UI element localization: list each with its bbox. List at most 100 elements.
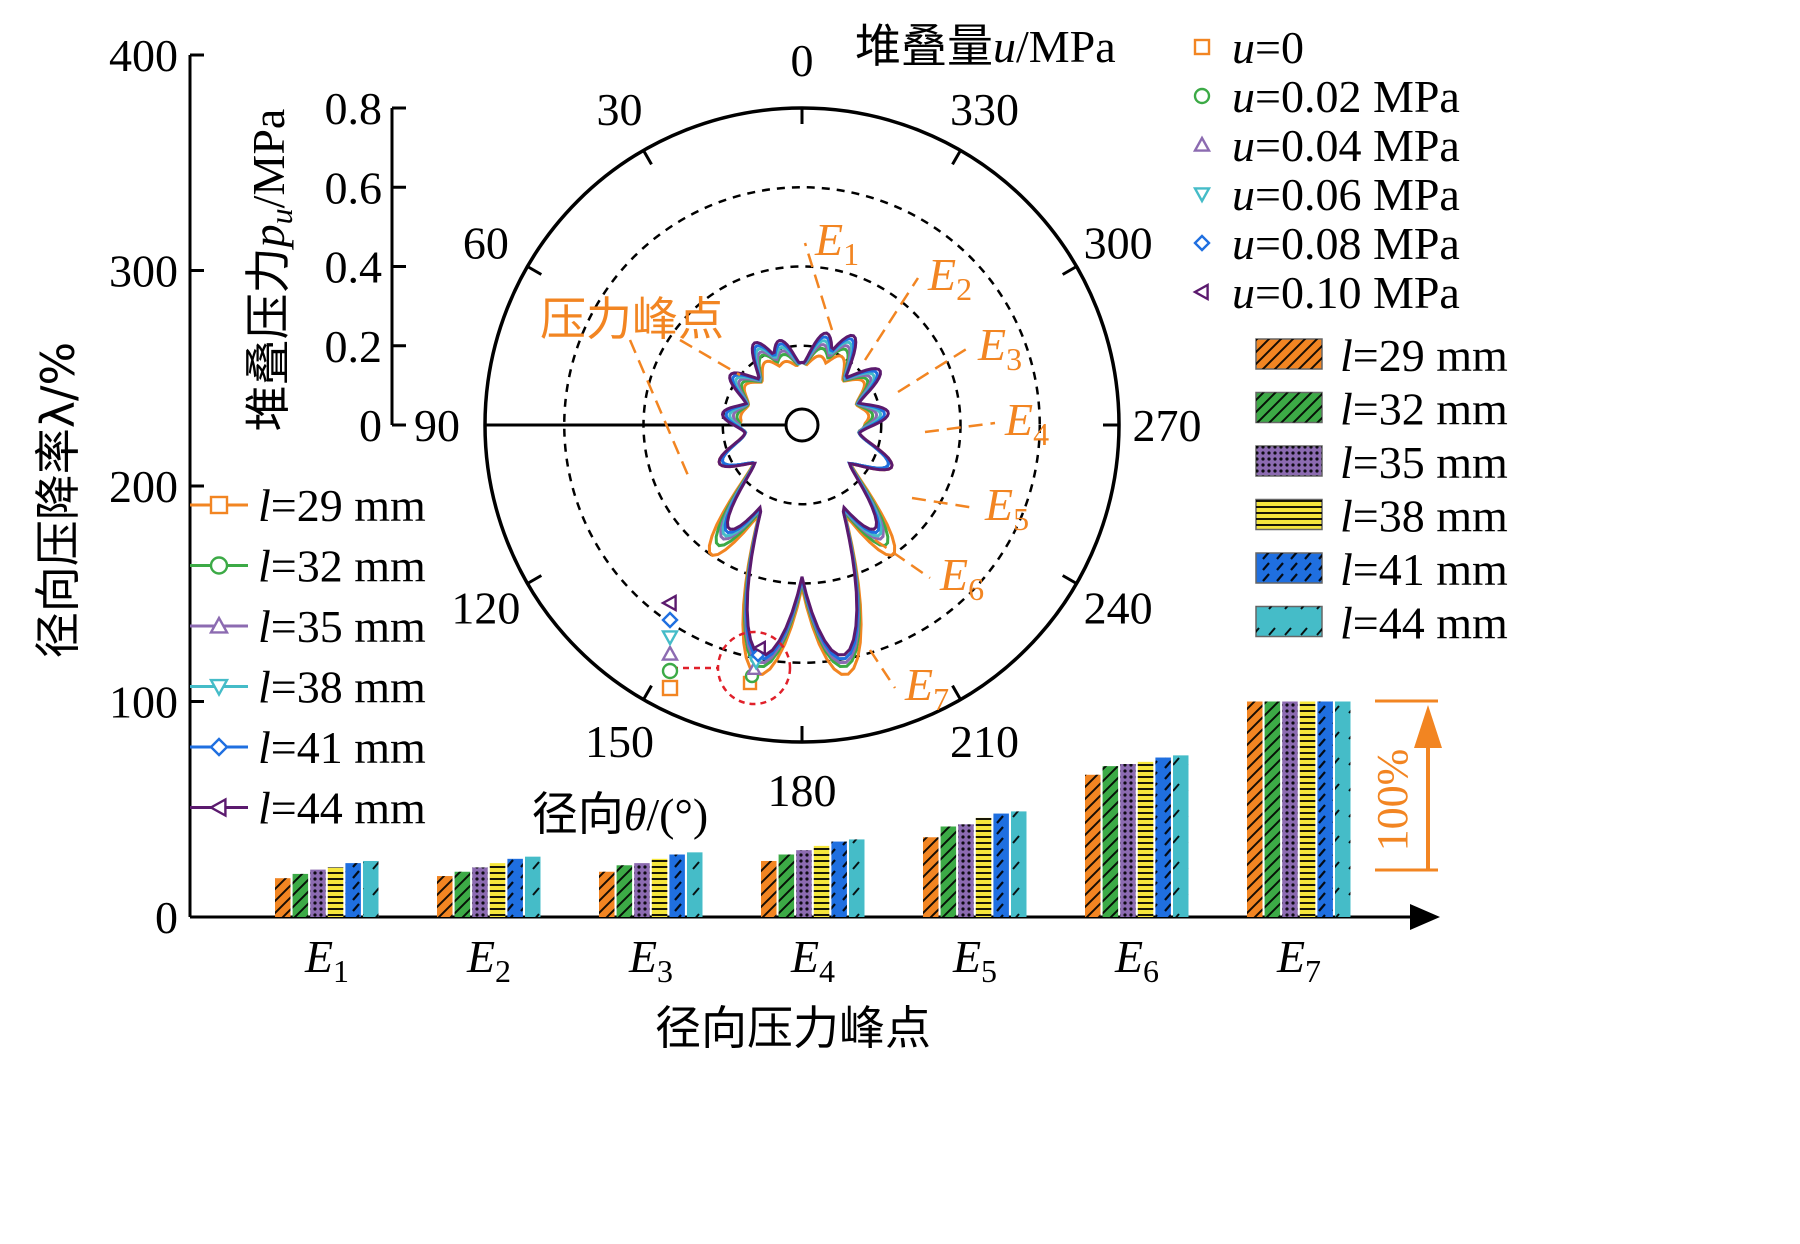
stack-legend-marker — [1193, 87, 1211, 105]
bar-pattern — [292, 873, 309, 917]
legend-swatch-pattern — [1256, 553, 1322, 583]
bar-pattern — [778, 854, 795, 917]
peak-label: E5 — [984, 479, 1029, 537]
stack-legend-marker — [1192, 135, 1212, 152]
peak-marker — [751, 639, 766, 657]
bar-pattern — [958, 824, 974, 917]
angle-tick — [1061, 574, 1078, 585]
radial-axis-label: 堆叠压力pu/MPa — [241, 109, 299, 432]
angle-tick-label: 270 — [1133, 400, 1202, 451]
peak-label: E3 — [977, 319, 1022, 377]
bar-pattern — [275, 878, 291, 917]
bar-pattern — [687, 852, 703, 917]
polar-legend: l=29 mm l=32 mm l=35 mm l=38 mm l=41 mm l=44 … — [190, 480, 426, 834]
legend-label: l=32 mm — [258, 541, 426, 592]
bar-pattern — [363, 860, 379, 917]
annotation-100: 100% — [1368, 699, 1442, 872]
stack-legend-label: u=0.02 MPa — [1232, 71, 1460, 122]
bar-pattern — [993, 813, 1009, 917]
stack-legend-title: 堆叠量u/MPa — [855, 19, 1116, 73]
legend-label: l=32 mm — [1340, 384, 1508, 435]
peak-highlight — [660, 593, 792, 706]
bar-pattern — [634, 863, 650, 917]
angle-tick-label: 180 — [768, 765, 837, 816]
angle-tick — [526, 265, 543, 276]
legend-label: l=44 mm — [258, 783, 426, 834]
legend-label: l=29 mm — [1340, 330, 1508, 381]
stack-legend-label: u=0.04 MPa — [1232, 120, 1460, 171]
legend-label: l=41 mm — [1340, 544, 1508, 595]
bar-pattern — [975, 817, 992, 917]
radial-tick-label: 0.2 — [325, 321, 383, 372]
x-axis-arrow — [1410, 904, 1440, 930]
angle-tick-label: 150 — [585, 716, 654, 767]
radial-tick-label: 0.6 — [325, 162, 383, 213]
peak-leader — [897, 346, 969, 394]
peak-leader — [924, 421, 996, 434]
legend-label: l=44 mm — [1340, 598, 1508, 649]
bar-pattern — [1155, 757, 1171, 917]
radial-tick-label: 0 — [359, 400, 382, 451]
bar-pattern — [1317, 701, 1333, 917]
stack-marker — [660, 593, 677, 613]
bar-pattern — [1299, 701, 1316, 917]
stack-legend-marker — [1192, 187, 1212, 204]
angle-tick-label: 60 — [463, 218, 509, 269]
legend-label: l=35 mm — [1340, 437, 1508, 488]
legend-label: l=29 mm — [258, 480, 426, 531]
x-axis-label: 径向压力峰点 — [655, 1001, 931, 1055]
bar-pattern — [1264, 701, 1281, 917]
peak-leader — [874, 538, 931, 580]
bar-pattern — [813, 845, 830, 917]
bar-pattern — [1173, 755, 1189, 917]
polar-grid-ring — [721, 344, 883, 506]
bar-pattern — [507, 858, 523, 917]
peak-leader — [911, 496, 976, 510]
angle-tick — [951, 684, 962, 701]
angle-tick-label: 300 — [1084, 218, 1153, 269]
bar-pattern — [940, 826, 957, 917]
bar-pattern — [849, 839, 865, 917]
radial-tick-label: 0.4 — [325, 242, 383, 293]
bar-pattern — [310, 869, 326, 917]
angle-tick-label: 0 — [791, 35, 814, 86]
bar-pattern — [831, 841, 847, 917]
angle-tick — [526, 574, 543, 585]
peak-title-leader — [679, 338, 741, 377]
bar-pattern — [616, 865, 633, 917]
stack-marker — [661, 662, 679, 680]
legend-swatch-pattern — [1256, 499, 1322, 530]
legend-label: l=35 mm — [258, 601, 426, 652]
legend-label: l=38 mm — [258, 662, 426, 713]
bar-pattern — [1137, 761, 1154, 917]
peak-label: E4 — [1004, 394, 1049, 452]
peak-label: E6 — [939, 549, 984, 607]
x-tick-label: E5 — [952, 931, 997, 989]
angle-tick-label: 120 — [451, 583, 520, 634]
x-tick-label: E6 — [1114, 931, 1159, 989]
bar-pattern — [796, 850, 812, 917]
angle-tick-label: 240 — [1084, 583, 1153, 634]
stack-legend-marker — [1192, 282, 1209, 302]
peak-leader — [868, 649, 897, 689]
annotation-label: 100% — [1368, 749, 1417, 852]
bar-pattern — [327, 867, 344, 917]
bar-pattern — [599, 871, 615, 917]
polar-series — [707, 331, 897, 676]
radial-tick-label: 0.8 — [325, 83, 383, 134]
stack-marker — [660, 644, 680, 661]
polar-grid-ring — [563, 186, 1041, 664]
stack-marker — [661, 611, 679, 629]
bar-pattern — [525, 856, 541, 917]
bar-pattern — [651, 858, 668, 917]
angle-tick-label: 210 — [950, 716, 1019, 767]
bar-pattern — [489, 863, 506, 917]
legend-marker — [209, 495, 229, 515]
annotation-arrowhead — [1414, 705, 1442, 748]
legend-label: l=41 mm — [258, 722, 426, 773]
bar-pattern — [472, 867, 488, 917]
bars: E1 E2 E3 E4 E5 E6 E7 — [275, 701, 1351, 989]
peak-label: E2 — [927, 249, 972, 307]
bar-legend: l=29 mml=32 mml=35 mml=38 mml=41 mml=44 … — [1255, 330, 1508, 649]
